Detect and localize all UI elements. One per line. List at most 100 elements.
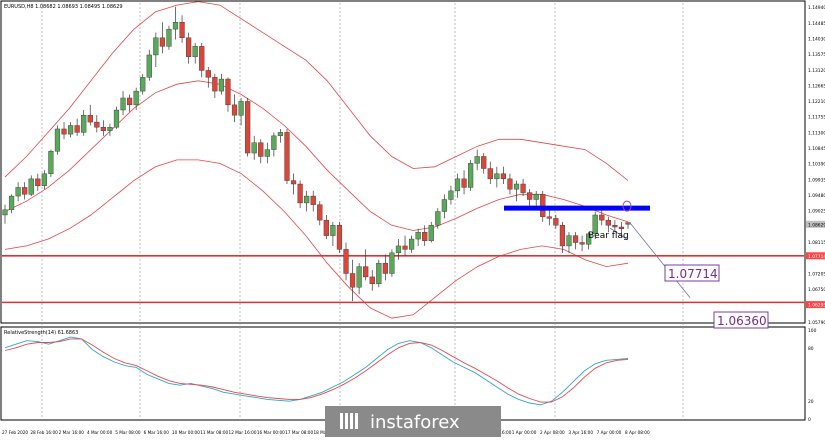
price-tick-label: 1.05790: [808, 320, 825, 326]
candle-body: [323, 219, 329, 236]
time-tick-label: 16 Mar 00:00: [257, 430, 285, 435]
bear-flag-annotation: [504, 200, 691, 298]
candle-body: [586, 233, 592, 245]
price-tick-label: 1.10845: [808, 146, 825, 152]
candle-body: [356, 266, 362, 288]
time-tick-label: 10 Mar 00:00: [172, 430, 200, 435]
bollinger-upper-line: [4, 1, 629, 181]
price-tick-label: 1.07714: [808, 254, 825, 260]
price-tick-highlight: [806, 252, 825, 260]
time-tick-label: 1 Apr 00:00: [512, 430, 537, 435]
candle-body: [349, 273, 356, 288]
candle-body: [546, 216, 552, 219]
candle-body: [218, 78, 225, 92]
price-tick-label: 1.12210: [808, 99, 825, 105]
symbol-header: EURUSD,H8 1.08682 1.08693 1.08495 1.0862…: [4, 4, 123, 10]
candle-body: [422, 231, 428, 241]
rsi-tick-label: 100: [808, 328, 817, 334]
price-tick-label: 1.14030: [808, 36, 825, 42]
candle-body: [238, 101, 244, 116]
candle-body: [527, 192, 533, 200]
instaforex-watermark: instaforex: [325, 406, 501, 437]
candle-body: [81, 114, 87, 133]
candle-body: [605, 219, 611, 226]
candle-body: [113, 109, 120, 128]
rsi-series-rsi-signal: [4, 338, 629, 403]
candle-body: [199, 46, 205, 71]
price-tick-label: 1.13575: [808, 52, 825, 58]
candle-body: [317, 204, 323, 221]
price-tick-label: 1.09025: [808, 209, 825, 215]
candle-body: [28, 178, 34, 195]
time-tick-label: 28 Feb 16:00: [30, 430, 58, 435]
price-tick-label: 1.10390: [808, 162, 825, 168]
candle-body: [566, 235, 572, 247]
candle-body: [153, 37, 159, 56]
candle-body: [61, 128, 67, 135]
level-1-box: [664, 264, 720, 282]
candle-body: [343, 249, 349, 274]
candle-body: [22, 187, 28, 195]
bollinger-middle-line: [4, 80, 629, 231]
price-tick-label: 1.08115: [808, 240, 825, 246]
candle-body: [290, 180, 297, 185]
price-tick-label: 1.06750: [808, 287, 825, 293]
candle-body: [172, 22, 179, 30]
flag-channel-line: [609, 227, 629, 241]
support-levels: [2, 254, 804, 304]
rsi-lines: [4, 336, 629, 406]
candle-body: [140, 77, 146, 92]
candle-body: [120, 97, 126, 111]
candle-body: [540, 194, 546, 217]
price-tick-label: 1.06295: [808, 303, 825, 309]
time-tick-label: 2 Mar 16:00: [59, 430, 85, 435]
candle-body: [579, 242, 585, 245]
candle-body: [618, 226, 625, 229]
time-tick-label: 7 Apr 00:00: [597, 430, 622, 435]
candle-body: [54, 128, 61, 152]
price-axis: 1.14940 1.14485 1.14030 1.13575 1.13120 1.126…: [806, 5, 825, 423]
level-2-label: 1.06360: [717, 314, 767, 328]
candle-body: [251, 142, 257, 154]
candle-body: [330, 225, 336, 236]
price-tick-label: 1.13120: [808, 68, 825, 74]
candle-body: [166, 28, 172, 47]
candle-body: [428, 225, 434, 241]
candle-body: [100, 127, 106, 131]
candle-body: [48, 151, 54, 174]
candle-body: [41, 173, 47, 186]
bollinger-bands: [4, 1, 629, 319]
candle-body: [468, 163, 474, 188]
candle-body: [382, 262, 388, 274]
candle-body: [74, 125, 80, 133]
candle-body: [592, 214, 598, 235]
candle-body: [395, 245, 402, 254]
time-tick-label: 11 Mar 08:00: [200, 430, 228, 435]
candle-body: [369, 276, 375, 285]
time-tick-label: 5 Mar 08:00: [115, 430, 141, 435]
candle-body: [520, 183, 526, 193]
candle-body: [448, 190, 454, 200]
candle-body: [336, 225, 343, 250]
candle-body: [363, 266, 369, 278]
candle-body: [284, 132, 290, 181]
price-tick-label: 1.11755: [808, 115, 825, 121]
candle-body: [513, 183, 520, 190]
vertical-grid: [41, 3, 684, 420]
candle-body: [205, 70, 211, 78]
candle-body: [599, 214, 605, 221]
candle-body: [245, 101, 251, 154]
candle-body: [67, 125, 74, 135]
price-tick-highlight: [806, 220, 825, 228]
candlestick-series: [2, 6, 631, 302]
candle-body: [264, 149, 270, 157]
watermark-logo-icon: [340, 413, 358, 429]
candle-body: [376, 262, 382, 285]
candle-body: [408, 238, 415, 250]
candle-body: [415, 231, 421, 240]
candle-body: [474, 156, 480, 164]
time-tick-label: 3 Apr 16:00: [568, 430, 593, 435]
candle-body: [192, 46, 198, 57]
